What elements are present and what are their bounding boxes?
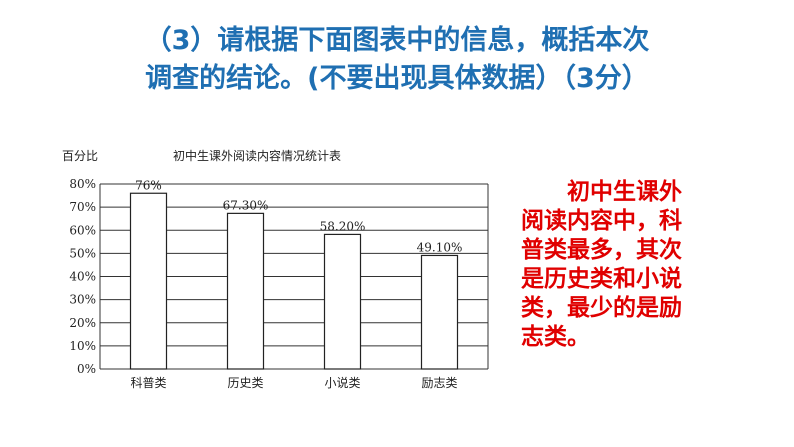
question-line-2: 调查的结论。(不要出现具体数据）（3分） bbox=[145, 63, 649, 94]
y-axis-label: 百分比 bbox=[62, 149, 98, 163]
answer-line-2: 阅读内容中，科 bbox=[521, 208, 682, 234]
answer-line-5: 类，最少的是励 bbox=[521, 295, 682, 321]
answer-line-4: 是历史类和小说 bbox=[521, 266, 682, 292]
bar bbox=[420, 254, 459, 370]
y-tick-label: 20% bbox=[69, 316, 96, 330]
x-tick-label: 小说类 bbox=[324, 375, 360, 390]
chart-title: 初中生课外阅读内容情况统计表 bbox=[173, 148, 341, 163]
y-tick-label: 30% bbox=[69, 293, 96, 307]
bar bbox=[226, 212, 265, 370]
bar-data-label: 76% bbox=[135, 178, 162, 192]
question-text: （3）请根据下面图表中的信息，概括本次 调查的结论。(不要出现具体数据）（3分） bbox=[0, 22, 794, 98]
y-tick-label: 10% bbox=[69, 339, 96, 353]
bar-chart-svg: 百分比 初中生课外阅读内容情况统计表 0% 10% 20% 30% 40% 50% 60% 70%… bbox=[62, 148, 489, 390]
answer-line-6: 志类。 bbox=[521, 324, 590, 350]
bar-data-label: 58.20% bbox=[320, 219, 366, 233]
answer-line-3: 普类最多，其次 bbox=[521, 237, 682, 263]
x-tick-label: 科普类 bbox=[130, 376, 166, 390]
bar bbox=[129, 192, 168, 370]
y-tick-label: 70% bbox=[69, 200, 96, 214]
answer-text: 初中生课外 阅读内容中，科 普类最多，其次 是历史类和小说 类，最少的是励 志类… bbox=[521, 178, 753, 352]
y-tick-label: 50% bbox=[69, 246, 96, 260]
y-tick-label: 60% bbox=[69, 223, 96, 237]
y-tick-label: 80% bbox=[69, 177, 96, 191]
x-tick-label: 励志类 bbox=[421, 376, 457, 390]
y-tick-label: 0% bbox=[77, 362, 96, 376]
bar bbox=[323, 233, 362, 370]
x-tick-label: 历史类 bbox=[227, 376, 263, 390]
question-line-1: （3）请根据下面图表中的信息，概括本次 bbox=[144, 25, 650, 56]
y-tick-label: 40% bbox=[69, 270, 96, 284]
bar-data-label: 67.30% bbox=[223, 198, 269, 212]
bar-data-label: 49.10% bbox=[417, 240, 463, 254]
answer-line-1: 初中生课外 bbox=[567, 179, 682, 205]
bar-chart: 百分比 初中生课外阅读内容情况统计表 0% 10% 20% 30% 40% 50% 60% 70%… bbox=[48, 140, 508, 410]
